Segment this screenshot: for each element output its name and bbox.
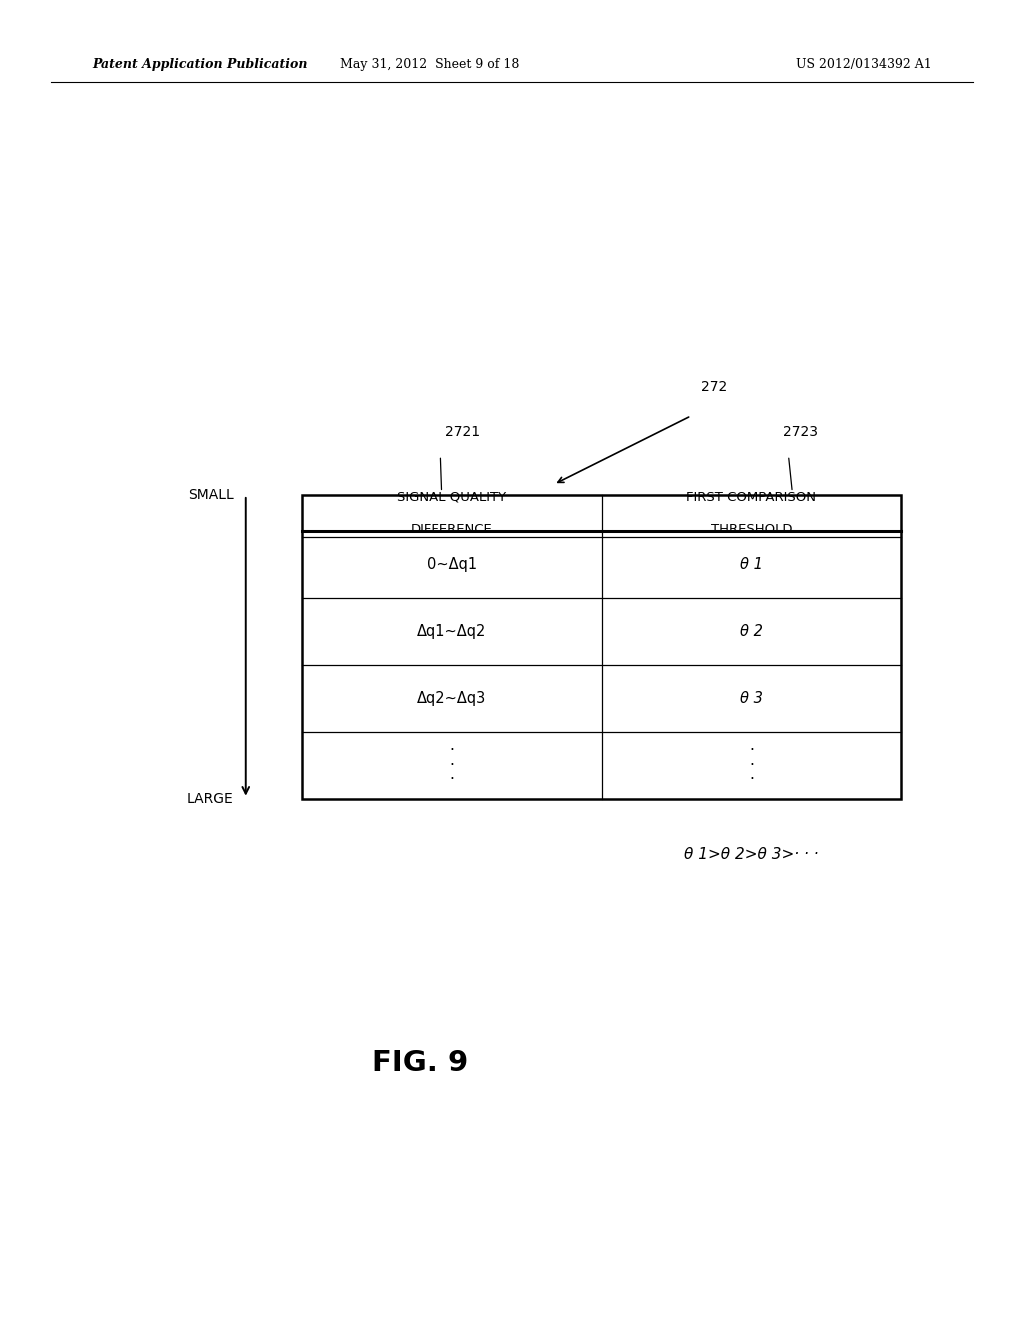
Text: θ 1: θ 1 [740, 557, 763, 573]
Text: LARGE: LARGE [186, 792, 233, 805]
Text: SMALL: SMALL [187, 488, 233, 502]
Text: ·: · [450, 772, 455, 788]
Text: SIGNAL QUALITY: SIGNAL QUALITY [397, 491, 507, 504]
Text: US 2012/0134392 A1: US 2012/0134392 A1 [796, 58, 932, 71]
Text: May 31, 2012  Sheet 9 of 18: May 31, 2012 Sheet 9 of 18 [340, 58, 520, 71]
Text: ·: · [749, 743, 754, 758]
Text: Δq1∼Δq2: Δq1∼Δq2 [417, 624, 486, 639]
Text: Δq2∼Δq3: Δq2∼Δq3 [417, 690, 486, 706]
Text: θ 2: θ 2 [740, 624, 763, 639]
Text: ·: · [450, 758, 455, 772]
Text: 2723: 2723 [783, 425, 818, 438]
Text: ·: · [450, 743, 455, 758]
Text: θ 3: θ 3 [740, 690, 763, 706]
Text: 0∼Δq1: 0∼Δq1 [427, 557, 477, 573]
Text: 272: 272 [701, 380, 728, 393]
Bar [302, 495, 901, 799]
Text: FIG. 9: FIG. 9 [372, 1048, 468, 1077]
Text: ·: · [749, 758, 754, 772]
Text: DIFFERENCE: DIFFERENCE [411, 523, 493, 536]
Text: THRESHOLD: THRESHOLD [711, 523, 793, 536]
Text: ·: · [749, 772, 754, 788]
Text: Patent Application Publication: Patent Application Publication [92, 58, 307, 71]
Text: FIRST COMPARISON: FIRST COMPARISON [686, 491, 816, 504]
Text: 2721: 2721 [445, 425, 480, 438]
Text: θ 1>θ 2>θ 3>· · ·: θ 1>θ 2>θ 3>· · · [684, 846, 818, 862]
